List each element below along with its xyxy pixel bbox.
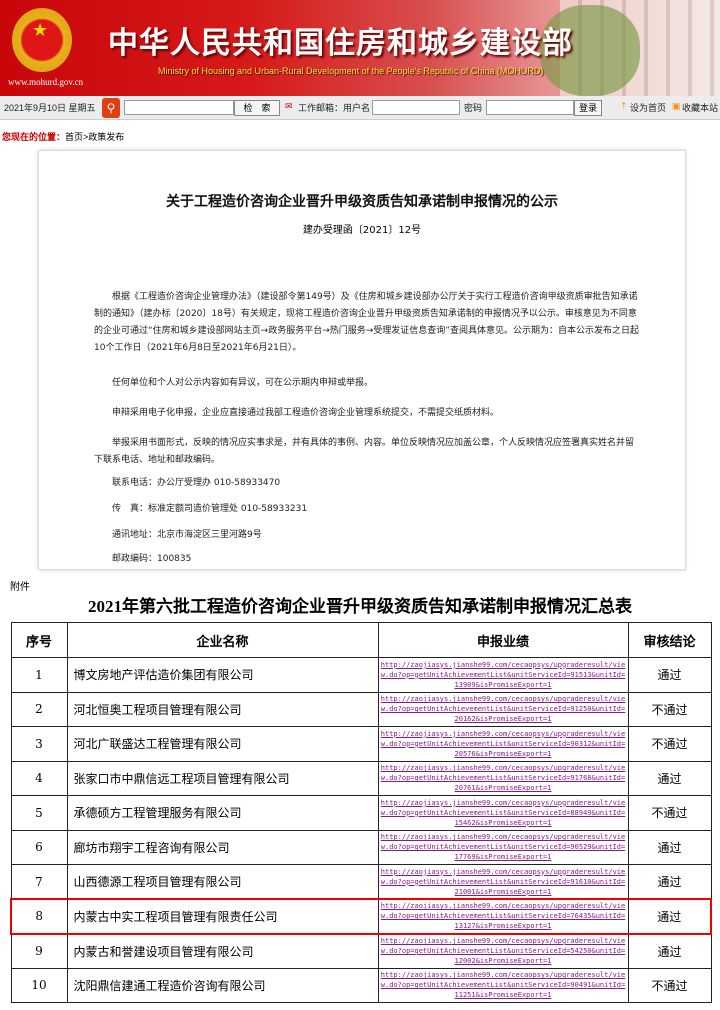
company-name: 内蒙古中实工程项目管理有限责任公司: [66, 898, 379, 935]
review-result: 不通过: [627, 726, 712, 762]
login-button[interactable]: 登录: [574, 100, 602, 116]
summary-table: 序号 企业名称 申报业绩 审核结论 1 博文房地产评估造价集团有限公司 http…: [10, 622, 712, 1003]
row-number: 5: [10, 795, 68, 831]
username-input[interactable]: [372, 100, 460, 115]
row-number: 9: [10, 933, 68, 969]
date-text: 2021年9月10日 星期五: [4, 103, 96, 113]
notice-paragraph: 申辩采用电子化申报，企业应直接通过我部工程造价咨询企业管理系统提交，不需提交纸质…: [94, 408, 500, 418]
search-icon: ⚲: [102, 98, 120, 118]
achievement-link[interactable]: http://zaojiasys.jianshe99.com/cecaopsys…: [377, 795, 629, 831]
company-name: 廊坊市翔宇工程咨询有限公司: [66, 829, 379, 865]
table-row: 5 承德硕方工程管理服务有限公司 http://zaojiasys.jiansh…: [10, 795, 712, 831]
breadcrumb-label: 您现在的位置：: [2, 132, 66, 142]
review-result: 通过: [627, 829, 712, 865]
company-name: 博文房地产评估造价集团有限公司: [66, 657, 379, 693]
toolbar: 2021年9月10日 星期五 ⚲ 检 索 ✉ 工作邮箱：用户名 密码 登录 ⇡ …: [0, 96, 720, 120]
notice-paragraph: 举报采用书面形式，反映的情况应实事求是，并有具体的事例、内容。单位反映情况应加盖…: [94, 438, 635, 465]
notice-number: 建办受理函〔2021〕12号: [302, 225, 422, 236]
header-company: 企业名称: [66, 622, 379, 658]
tree-image: [540, 5, 640, 96]
company-name: 河北恒奥工程项目管理有限公司: [66, 691, 379, 727]
row-number: 1: [10, 657, 68, 693]
achievement-link[interactable]: http://zaojiasys.jianshe99.com/cecaopsys…: [377, 726, 629, 762]
company-name: 内蒙古和誉建设项目管理有限公司: [66, 933, 379, 969]
table-row: 2 河北恒奥工程项目管理有限公司 http://zaojiasys.jiansh…: [10, 691, 712, 727]
company-name: 河北广联盛达工程管理有限公司: [66, 726, 379, 762]
header-result: 审核结论: [627, 622, 712, 658]
company-name: 山西德源工程项目管理有限公司: [66, 864, 379, 900]
contact-postcode: 邮政编码：100835: [94, 554, 192, 564]
company-name: 承德硕方工程管理服务有限公司: [66, 795, 379, 831]
notice-title: 关于工程造价咨询企业晋升甲级资质告知承诺制申报情况的公示: [166, 194, 558, 210]
row-number: 2: [10, 691, 68, 727]
notice-document: 关于工程造价咨询企业晋升甲级资质告知承诺制申报情况的公示 建办受理函〔2021〕…: [38, 150, 686, 570]
table-row: 1 博文房地产评估造价集团有限公司 http://zaojiasys.jians…: [10, 657, 712, 693]
table-row: 8 内蒙古中实工程项目管理有限责任公司 http://zaojiasys.jia…: [10, 898, 712, 935]
attachment-label: 附件: [10, 582, 30, 593]
achievement-link[interactable]: http://zaojiasys.jianshe99.com/cecaopsys…: [377, 760, 629, 796]
national-emblem-logo: ★: [12, 8, 72, 72]
achievement-link[interactable]: http://zaojiasys.jianshe99.com/cecaopsys…: [377, 691, 629, 727]
review-result: 通过: [627, 898, 712, 935]
achievement-link[interactable]: http://zaojiasys.jianshe99.com/cecaopsys…: [377, 898, 629, 935]
review-result: 通过: [627, 657, 712, 693]
achievement-link[interactable]: http://zaojiasys.jianshe99.com/cecaopsys…: [377, 829, 629, 865]
notice-paragraph: 根据《工程造价咨询企业管理办法》（建设部令第149号）及《住房和城乡建设部办公厅…: [94, 292, 639, 353]
review-result: 不通过: [627, 795, 712, 831]
table-row: 4 张家口市中鼎信远工程项目管理有限公司 http://zaojiasys.ji…: [10, 760, 712, 796]
achievement-link[interactable]: http://zaojiasys.jianshe99.com/cecaopsys…: [377, 933, 629, 969]
header-achievement: 申报业绩: [377, 622, 629, 658]
table-row: 3 河北广联盛达工程管理有限公司 http://zaojiasys.jiansh…: [10, 726, 712, 762]
row-number: 4: [10, 760, 68, 796]
review-result: 通过: [627, 760, 712, 796]
mail-username-label: 工作邮箱：用户名: [298, 103, 371, 113]
review-result: 不通过: [627, 691, 712, 727]
site-url: www.mohurd.gov.cn: [8, 77, 84, 87]
company-name: 张家口市中鼎信远工程项目管理有限公司: [66, 760, 379, 796]
achievement-link[interactable]: http://zaojiasys.jianshe99.com/cecaopsys…: [377, 657, 629, 693]
table-row: 9 内蒙古和誉建设项目管理有限公司 http://zaojiasys.jians…: [10, 933, 712, 969]
table-row: 7 山西德源工程项目管理有限公司 http://zaojiasys.jiansh…: [10, 864, 712, 900]
company-name: 沈阳鼎信建通工程造价咨询有限公司: [66, 967, 379, 1003]
row-number: 6: [10, 829, 68, 865]
contact-phone: 联系电话：办公厅受理办 010-58933470: [94, 478, 281, 488]
breadcrumb-path[interactable]: 首页>政策发布: [65, 132, 125, 142]
contact-address: 通讯地址：北京市海淀区三里河路9号: [94, 530, 262, 540]
password-label: 密码: [464, 103, 483, 113]
review-result: 不通过: [627, 967, 712, 1003]
review-result: 通过: [627, 864, 712, 900]
notice-paragraph: 任何单位和个人对公示内容如有异议，可在公示期内申辩或举报。: [94, 378, 374, 388]
row-number: 7: [10, 864, 68, 900]
breadcrumb: 您现在的位置：首页>政策发布: [2, 130, 124, 143]
contact-fax: 传 真：标准定额司造价管理处 010-58933231: [94, 504, 308, 514]
password-input[interactable]: [486, 100, 574, 115]
mail-icon: ✉: [285, 101, 293, 111]
row-number: 10: [10, 967, 68, 1003]
header-no: 序号: [10, 622, 68, 658]
table-row: 6 廊坊市翔宇工程咨询有限公司 http://zaojiasys.jianshe…: [10, 829, 712, 865]
achievement-link[interactable]: http://zaojiasys.jianshe99.com/cecaopsys…: [377, 864, 629, 900]
review-result: 通过: [627, 933, 712, 969]
bookmark-icon: ▣: [672, 101, 681, 111]
table-row: 10 沈阳鼎信建通工程造价咨询有限公司 http://zaojiasys.jia…: [10, 967, 712, 1003]
site-subtitle: Ministry of Housing and Urban-Rural Deve…: [158, 66, 544, 76]
row-number: 3: [10, 726, 68, 762]
home-icon: ⇡: [620, 101, 628, 111]
site-title: 中华人民共和国住房和城乡建设部: [108, 26, 573, 61]
set-home-link[interactable]: 设为首页: [630, 103, 667, 113]
search-input[interactable]: [124, 100, 234, 115]
search-button[interactable]: 检 索: [234, 100, 280, 116]
row-number: 8: [10, 898, 68, 935]
achievement-link[interactable]: http://zaojiasys.jianshe99.com/cecaopsys…: [377, 967, 629, 1003]
site-header: ★ www.mohurd.gov.cn 中华人民共和国住房和城乡建设部 Mini…: [0, 0, 720, 96]
bookmark-link[interactable]: 收藏本站: [682, 103, 719, 113]
table-title: 2021年第六批工程造价咨询企业晋升甲级资质告知承诺制申报情况汇总表: [88, 597, 632, 616]
